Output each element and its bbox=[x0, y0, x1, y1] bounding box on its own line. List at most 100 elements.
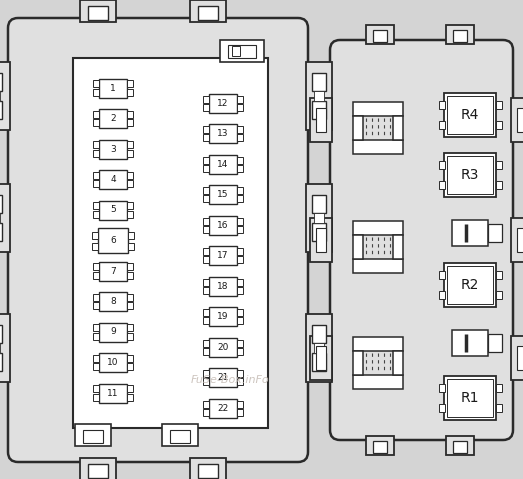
Bar bbox=[209, 216, 237, 235]
Bar bbox=[438, 384, 445, 392]
Bar bbox=[209, 399, 237, 418]
Bar bbox=[170, 430, 190, 443]
Bar bbox=[444, 153, 496, 197]
Bar bbox=[314, 213, 324, 223]
Bar bbox=[127, 180, 133, 187]
Bar bbox=[93, 211, 99, 217]
Text: 6: 6 bbox=[110, 236, 116, 245]
Text: 9: 9 bbox=[110, 328, 116, 337]
Bar bbox=[203, 104, 209, 111]
Bar bbox=[237, 287, 243, 294]
Bar bbox=[99, 109, 127, 128]
Bar bbox=[209, 277, 237, 296]
Bar bbox=[0, 325, 2, 343]
Bar bbox=[203, 340, 209, 347]
Bar bbox=[373, 441, 387, 453]
Bar bbox=[198, 464, 218, 478]
Bar bbox=[366, 436, 394, 455]
Bar bbox=[127, 385, 133, 392]
Bar bbox=[93, 363, 99, 370]
Bar bbox=[203, 187, 209, 194]
Bar bbox=[495, 404, 502, 412]
Bar bbox=[237, 248, 243, 255]
Bar bbox=[75, 424, 111, 446]
Bar bbox=[237, 135, 243, 141]
Bar bbox=[316, 108, 326, 132]
Bar bbox=[517, 346, 523, 370]
FancyBboxPatch shape bbox=[330, 40, 513, 440]
Bar bbox=[73, 58, 268, 428]
Bar bbox=[453, 441, 467, 453]
Bar bbox=[127, 111, 133, 118]
Bar bbox=[495, 101, 502, 109]
Bar bbox=[203, 96, 209, 103]
Text: 8: 8 bbox=[110, 297, 116, 306]
FancyBboxPatch shape bbox=[8, 18, 308, 462]
Bar bbox=[237, 400, 243, 408]
Bar bbox=[310, 336, 332, 380]
Bar bbox=[0, 73, 2, 91]
Bar bbox=[127, 394, 133, 400]
Bar bbox=[88, 6, 108, 20]
Bar bbox=[353, 221, 403, 235]
Bar bbox=[353, 140, 403, 154]
Bar bbox=[203, 279, 209, 285]
Text: 19: 19 bbox=[217, 312, 229, 321]
Bar bbox=[314, 343, 324, 353]
Bar bbox=[353, 102, 403, 116]
Bar bbox=[316, 228, 326, 252]
Bar bbox=[310, 218, 332, 262]
Bar bbox=[511, 336, 523, 380]
Bar bbox=[209, 94, 237, 113]
Bar bbox=[80, 458, 116, 479]
Bar bbox=[203, 248, 209, 255]
Text: 13: 13 bbox=[217, 129, 229, 138]
Bar bbox=[232, 46, 240, 56]
Bar bbox=[209, 338, 237, 357]
Bar bbox=[393, 235, 403, 259]
Bar bbox=[127, 333, 133, 340]
Text: R1: R1 bbox=[461, 391, 479, 405]
Text: 14: 14 bbox=[218, 160, 229, 169]
Bar bbox=[127, 363, 133, 370]
Bar bbox=[446, 436, 474, 455]
Bar bbox=[312, 101, 326, 119]
Bar bbox=[438, 271, 445, 279]
Bar bbox=[237, 256, 243, 263]
Bar bbox=[452, 220, 488, 246]
Bar bbox=[495, 271, 502, 279]
Bar bbox=[99, 322, 127, 342]
Text: 10: 10 bbox=[107, 358, 119, 367]
Bar bbox=[444, 376, 496, 420]
Bar bbox=[438, 404, 445, 412]
Bar bbox=[0, 223, 2, 241]
Bar bbox=[447, 266, 493, 304]
Bar bbox=[353, 116, 363, 140]
Bar bbox=[446, 25, 474, 44]
Bar bbox=[203, 135, 209, 141]
Bar bbox=[80, 0, 116, 22]
Text: 11: 11 bbox=[107, 388, 119, 398]
Text: 7: 7 bbox=[110, 266, 116, 275]
Bar bbox=[203, 409, 209, 416]
Bar bbox=[93, 394, 99, 400]
Text: R3: R3 bbox=[461, 168, 479, 182]
Bar bbox=[127, 324, 133, 331]
Bar bbox=[495, 121, 502, 129]
Bar bbox=[0, 184, 10, 252]
Bar bbox=[237, 409, 243, 416]
Bar bbox=[393, 351, 403, 375]
Bar bbox=[128, 242, 134, 250]
Bar bbox=[306, 184, 332, 252]
Text: R4: R4 bbox=[461, 108, 479, 122]
Bar bbox=[127, 263, 133, 270]
Text: 21: 21 bbox=[218, 373, 229, 382]
Bar bbox=[488, 224, 502, 242]
Bar bbox=[237, 340, 243, 347]
Bar bbox=[127, 149, 133, 157]
Text: 22: 22 bbox=[218, 404, 229, 413]
Bar bbox=[312, 73, 326, 91]
Bar bbox=[93, 80, 99, 87]
Bar bbox=[127, 89, 133, 96]
Text: R2: R2 bbox=[461, 278, 479, 292]
